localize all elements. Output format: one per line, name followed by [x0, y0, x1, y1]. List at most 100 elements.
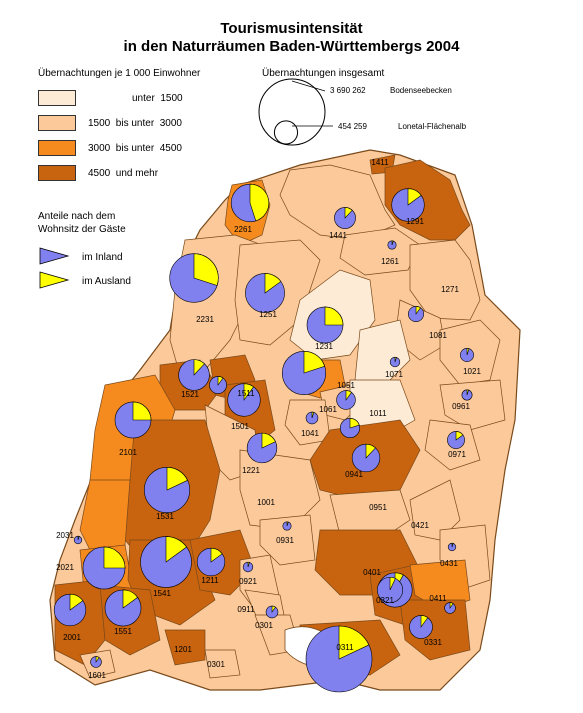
pie-ausland-1041 [311, 411, 315, 419]
pie-ausland-1511 [217, 376, 224, 386]
size-legend-small-label: Lonetal-Flächenalb [398, 122, 467, 131]
pie-2231 [169, 253, 219, 303]
pie-ausland-1441 [344, 207, 353, 219]
pie-1221 [246, 432, 278, 464]
size-legend-large-leader [291, 80, 326, 92]
region-label-0301: 0301 [255, 621, 273, 630]
region-label-1201: 1201 [174, 645, 192, 654]
pie-0321 [376, 576, 404, 604]
pie-1211 [196, 547, 226, 577]
region-label-1271: 1271 [441, 285, 459, 294]
size-legend-large-value: 3 690 262 [330, 86, 366, 95]
pie-ausland-1081 [415, 306, 421, 315]
pie-ausland-0301 [271, 605, 276, 613]
pie-ausland-2101 [132, 401, 152, 421]
pie-ausland-2031 [77, 535, 80, 541]
region-label-0941: 0941 [345, 470, 363, 479]
pie-ausland-1521 [193, 359, 205, 376]
pie-2001 [53, 593, 87, 627]
pie-1291 [391, 188, 425, 222]
pie-1441 [334, 207, 356, 229]
pie-ausland-0941 [365, 443, 376, 459]
pie-1531 [143, 466, 191, 514]
inland-icon [39, 247, 70, 265]
pie-0961 [461, 389, 473, 401]
region-label-0911: 0911 [237, 605, 255, 614]
region-label-1261: 1261 [381, 257, 399, 266]
region-label-1221: 1221 [242, 466, 260, 475]
region-label-1211: 1211 [201, 576, 219, 585]
region-label-1291: 1291 [406, 217, 424, 226]
map-title-line1: Tourismusintensität [220, 20, 363, 37]
region-label-1511: 1511 [237, 389, 255, 398]
map-title-line2: in den Naturräumen Baden-Württembergs 20… [123, 38, 460, 55]
region-1201 [164, 629, 206, 666]
share-legend-heading-1: Anteile nach dem [38, 211, 116, 222]
pie-ausland-1251 [264, 273, 282, 294]
legend-graphics [39, 78, 333, 289]
legend-swatch-class-4 [38, 165, 76, 181]
legend-swatch-class-2 [38, 115, 76, 131]
region-label-1531: 1531 [156, 512, 174, 521]
region-label-0921: 0921 [239, 577, 257, 586]
pie-ausland-1011 [349, 417, 360, 429]
legend-label-class-4: 4500 und mehr [88, 168, 159, 179]
size-legend-large-label: Bodenseebecken [390, 86, 452, 95]
pie-1021 [460, 348, 474, 362]
pie-ausland-1221 [261, 432, 276, 449]
region-0961 [439, 379, 506, 431]
pie-ausland-2261 [249, 183, 270, 222]
size-legend-large-circle [258, 78, 326, 146]
region-1261 [339, 227, 421, 276]
legend-swatch-class-1 [38, 90, 76, 106]
region-label-1081: 1081 [429, 331, 447, 340]
pie-ausland-1501 [243, 383, 254, 401]
region-0931 [259, 514, 316, 566]
region-label-0951: 0951 [369, 503, 387, 512]
pie-0941 [351, 443, 381, 473]
pie-1501 [227, 383, 261, 417]
pie-0331 [409, 615, 433, 639]
share-legend-heading-2: Wohnsitz der Gäste [38, 224, 126, 235]
legend-label-class-2: 1500 bis unter 3000 [88, 118, 182, 129]
pie-ausland-2001 [69, 593, 84, 611]
region-label-0421: 0421 [411, 521, 429, 530]
region-label-2031: 2031 [56, 531, 74, 540]
pie-ausland-0331 [420, 615, 429, 628]
pie-ausland-1541 [165, 536, 188, 563]
pie-ausland-0921 [247, 561, 250, 568]
pie-ausland-0411 [449, 602, 454, 609]
pie-ausland-1291 [407, 188, 422, 206]
pie-1261 [387, 240, 397, 250]
pie-ausland-1601 [95, 656, 100, 663]
region-label-1541: 1541 [153, 589, 171, 598]
region-label-1251: 1251 [259, 310, 277, 319]
pie-2261 [230, 183, 270, 223]
pie-ausland-1551 [122, 589, 138, 609]
pie-0431 [447, 542, 457, 552]
pie-0411 [444, 602, 456, 614]
pie-1051 [281, 350, 327, 396]
region-label-2231: 2231 [196, 315, 214, 324]
pie-ausland-1051 [303, 350, 326, 374]
pie-1511 [209, 376, 227, 394]
pie-1251 [245, 273, 285, 313]
region-label-1071: 1071 [385, 370, 403, 379]
pie-ausland-0971 [455, 431, 464, 441]
pies-layer [53, 183, 474, 693]
pie-0921 [242, 561, 254, 573]
region-0301 [204, 649, 241, 679]
region-1271 [409, 239, 481, 321]
region-label-2101: 2101 [119, 448, 137, 457]
share-legend-ausland-label: im Ausland [82, 276, 131, 287]
region-label-0931: 0931 [276, 536, 294, 545]
region-label-0331: 0331 [424, 638, 442, 647]
pie-ausland-0311 [338, 625, 370, 660]
region-label-0971: 0971 [448, 450, 466, 459]
pie-ausland-0431 [451, 542, 454, 548]
pie-2101 [114, 401, 152, 439]
region-label-1041: 1041 [301, 429, 319, 438]
legend-label-class-3: 3000 bis unter 4500 [88, 143, 182, 154]
pie-ausland-0321 [389, 576, 396, 591]
